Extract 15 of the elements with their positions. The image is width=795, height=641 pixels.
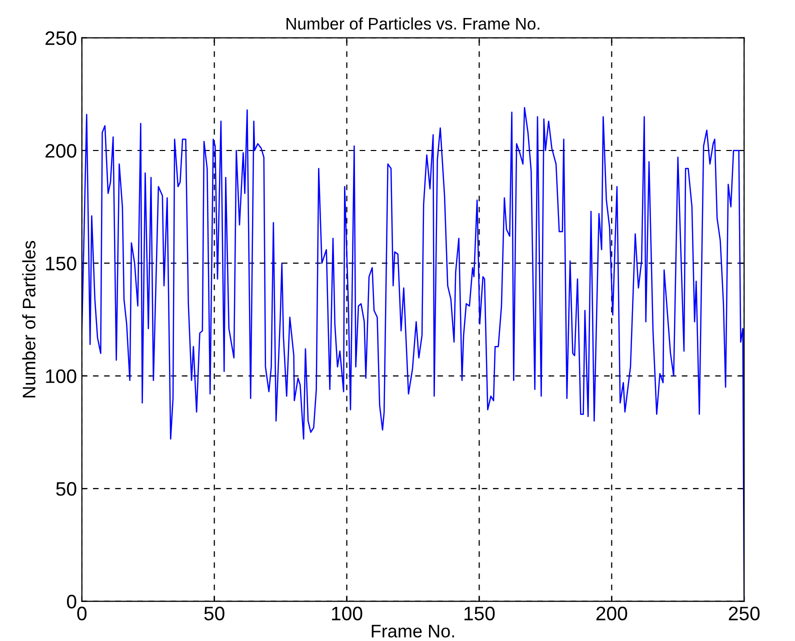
x-tick-label: 150 xyxy=(464,606,495,620)
x-axis-title: Frame No. xyxy=(372,624,454,638)
x-tick-label: 100 xyxy=(332,606,362,620)
y-tick-label: 100 xyxy=(46,369,76,384)
y-tick-label: 50 xyxy=(56,482,76,496)
y-tick-label: 0 xyxy=(66,594,76,608)
x-tick-label: 250 xyxy=(728,606,760,620)
y-tick-label: 200 xyxy=(46,144,76,158)
y-tick-label: 150 xyxy=(46,256,76,270)
x-tick-label: 0 xyxy=(77,606,87,620)
y-tick-label: 250 xyxy=(46,31,76,46)
x-tick-label: 200 xyxy=(596,606,628,620)
x-tick-label: 50 xyxy=(204,606,224,620)
chart-title: Number of Particles vs. Frame No. xyxy=(286,17,540,30)
y-axis-title: Number of Particles xyxy=(22,240,36,398)
